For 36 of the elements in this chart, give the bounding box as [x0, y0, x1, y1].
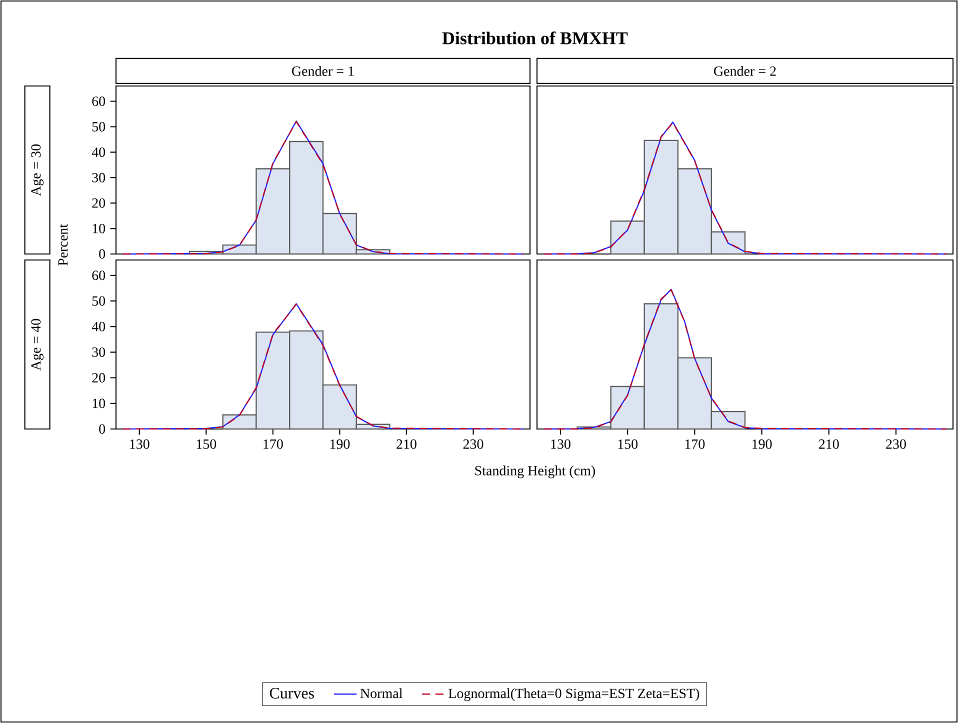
- y-tick-label: 30: [92, 172, 106, 182]
- chart-title: Distribution of BMXHT: [442, 32, 628, 44]
- y-tick-label: 50: [92, 122, 106, 132]
- y-tick-label: 40: [92, 147, 106, 157]
- y-tick-label: 60: [92, 270, 106, 280]
- y-tick-label: 20: [92, 198, 106, 208]
- x-tick-label: 150: [196, 439, 216, 449]
- x-tick-label: 190: [752, 439, 772, 449]
- chart-subtitle: Gender = 2: [714, 66, 776, 76]
- y-tick-label: 50: [92, 296, 106, 306]
- x-tick-label: 190: [330, 439, 350, 449]
- y-axis-title: Percent: [58, 224, 68, 266]
- legend-label: Normal: [360, 688, 402, 698]
- x-tick-label: 130: [551, 439, 570, 449]
- y-tick-label: 60: [92, 96, 106, 106]
- y-tick-label: 0: [99, 249, 106, 259]
- y-tick-label: 40: [92, 322, 106, 332]
- x-tick-label: 130: [130, 439, 150, 449]
- x-tick-label: 210: [818, 439, 839, 449]
- y-tick-label: 10: [92, 398, 106, 408]
- legend-label: Lognormal(Theta=0 Sigma=EST Zeta=EST): [448, 688, 700, 702]
- x-axis-title: Standing Height (cm): [475, 466, 595, 478]
- x-tick-label: 210: [396, 439, 416, 449]
- x-tick-label: 170: [685, 439, 705, 449]
- x-tick-label: 230: [463, 439, 484, 449]
- legend-title: Curves: [270, 688, 314, 699]
- y-tick-label: 0: [99, 424, 106, 434]
- y-tick-label: 30: [92, 347, 106, 357]
- text: Age = 40: [31, 318, 44, 370]
- x-tick-label: 230: [886, 439, 906, 449]
- x-tick-label: 170: [264, 439, 283, 449]
- y-tick-label: 10: [92, 224, 106, 234]
- x-tick-label: 150: [618, 439, 638, 449]
- y-tick-label: 20: [92, 373, 106, 383]
- chart-subtitle: Gender = 1: [292, 66, 354, 76]
- text: Age = 30: [31, 144, 44, 196]
